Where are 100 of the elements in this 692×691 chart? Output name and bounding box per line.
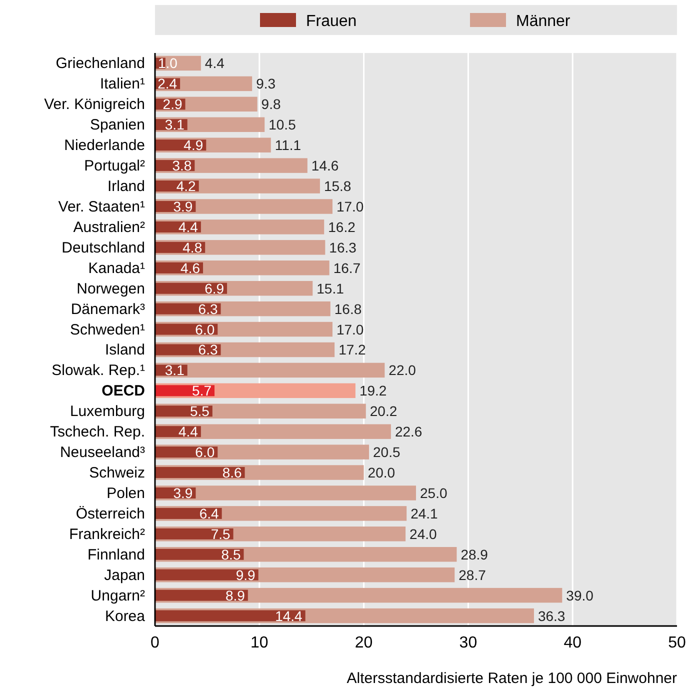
data-label: 4.2 bbox=[176, 178, 196, 194]
data-label: 6.9 bbox=[204, 280, 224, 296]
y-tick-label: Polen bbox=[106, 484, 145, 502]
y-tick-label: Schweden¹ bbox=[70, 321, 145, 338]
data-label: 28.9 bbox=[460, 546, 488, 562]
y-tick-label: Island bbox=[104, 342, 145, 359]
y-tick-label: Frankreich² bbox=[69, 526, 145, 543]
data-label: 4.4 bbox=[204, 55, 225, 72]
data-label: 3.9 bbox=[173, 484, 193, 501]
y-tick-label: Deutschland bbox=[62, 239, 145, 256]
data-label: 17.0 bbox=[336, 321, 364, 338]
y-tick-label: Portugal² bbox=[84, 158, 145, 175]
data-label: 4.4 bbox=[178, 424, 198, 440]
data-label: 9.9 bbox=[236, 566, 256, 583]
x-tick-label: 10 bbox=[250, 634, 268, 652]
data-label: 25.0 bbox=[420, 484, 448, 501]
data-label: 6.0 bbox=[195, 321, 215, 338]
data-label: 14.4 bbox=[275, 608, 303, 624]
data-label: 39.0 bbox=[566, 587, 594, 604]
data-label: 11.1 bbox=[274, 137, 302, 154]
data-label: 28.7 bbox=[458, 566, 486, 583]
data-label: 9.8 bbox=[261, 96, 281, 112]
data-label: 4.6 bbox=[180, 260, 200, 276]
data-label: 4.8 bbox=[182, 239, 202, 256]
data-label: 16.3 bbox=[329, 239, 357, 256]
data-label: 3.8 bbox=[172, 158, 192, 174]
y-tick-label: Griechenland bbox=[56, 55, 145, 72]
y-tick-label: Luxemburg bbox=[70, 403, 145, 420]
data-label: 17.2 bbox=[338, 342, 366, 358]
data-label: 4.9 bbox=[184, 137, 204, 154]
y-tick-label: Slowak. Rep.¹ bbox=[52, 362, 145, 380]
x-tick-label: 30 bbox=[459, 634, 478, 652]
y-tick-label: Spanien bbox=[90, 116, 145, 134]
y-tick-label: Australien² bbox=[73, 218, 145, 236]
data-label: 4.4 bbox=[178, 218, 198, 235]
y-tick-label: Niederlande bbox=[64, 137, 145, 154]
bar bbox=[155, 362, 385, 378]
data-label: 36.3 bbox=[538, 608, 566, 624]
data-label: 24.0 bbox=[410, 526, 438, 542]
data-label: 3.9 bbox=[173, 198, 193, 214]
y-tick-label: Kanada¹ bbox=[88, 260, 145, 277]
data-label: 22.6 bbox=[394, 424, 422, 440]
y-tick-label: Norwegen bbox=[76, 280, 145, 298]
bar bbox=[155, 590, 248, 601]
data-label: 8.6 bbox=[222, 464, 242, 481]
data-label: 22.0 bbox=[388, 362, 416, 378]
bar bbox=[155, 486, 416, 500]
y-tick-label: Finnland bbox=[87, 546, 145, 564]
bar bbox=[155, 324, 218, 335]
data-label: 5.5 bbox=[190, 403, 210, 420]
y-tick-label: OECD bbox=[102, 382, 146, 400]
data-label: 16.8 bbox=[334, 300, 362, 317]
bar bbox=[155, 610, 306, 622]
y-tick-label: Österreich bbox=[76, 505, 145, 522]
data-label: 15.8 bbox=[324, 178, 352, 194]
y-tick-label: Irland bbox=[107, 178, 145, 196]
data-label: 20.0 bbox=[368, 464, 396, 481]
data-label: 17.0 bbox=[336, 198, 364, 214]
data-label: 19.2 bbox=[359, 382, 387, 399]
data-label: 16.2 bbox=[328, 218, 356, 235]
data-label: 3.1 bbox=[164, 362, 185, 378]
bar bbox=[155, 466, 245, 478]
data-label: 6.3 bbox=[198, 300, 218, 317]
data-label: 20.2 bbox=[370, 403, 398, 420]
data-label: 9.3 bbox=[256, 76, 276, 92]
x-tick-label: 50 bbox=[668, 634, 686, 652]
data-label: 8.9 bbox=[225, 587, 246, 604]
y-tick-label: Neuseeland³ bbox=[60, 444, 145, 462]
y-tick-label: Tschech. Rep. bbox=[50, 424, 145, 441]
y-tick-label: Dänemark³ bbox=[70, 300, 146, 318]
bar bbox=[155, 344, 221, 356]
x-tick-label: 0 bbox=[150, 634, 160, 652]
data-label: 8.5 bbox=[221, 546, 241, 562]
data-label: 10.5 bbox=[268, 116, 296, 133]
data-label: 14.6 bbox=[311, 158, 339, 174]
data-label: 2.4 bbox=[158, 76, 178, 92]
data-label: 16.7 bbox=[333, 260, 361, 276]
bar bbox=[155, 528, 234, 540]
legend-label: Frauen bbox=[306, 13, 357, 30]
y-tick-label: Japan bbox=[104, 566, 145, 584]
y-tick-label: Ungarn² bbox=[90, 587, 145, 604]
x-tick-label: 20 bbox=[354, 634, 373, 652]
data-label: 7.5 bbox=[210, 526, 231, 542]
y-tick-label: Korea bbox=[104, 608, 146, 625]
data-label: 6.4 bbox=[199, 505, 220, 522]
x-axis-title: Altersstandardisierte Raten je 100 000 Einwohner bbox=[346, 670, 677, 687]
y-tick-label: Italien¹ bbox=[100, 76, 145, 93]
data-label: 15.1 bbox=[316, 280, 344, 296]
data-label: 3.1 bbox=[164, 116, 185, 133]
data-label: 6.3 bbox=[198, 342, 218, 358]
y-tick-label: Ver. Königreich bbox=[44, 96, 145, 114]
data-label: 6.0 bbox=[195, 444, 215, 460]
data-label: 24.1 bbox=[410, 505, 438, 522]
x-tick-label: 40 bbox=[564, 634, 582, 652]
y-tick-label: Schweiz bbox=[89, 464, 145, 482]
bar bbox=[155, 569, 258, 580]
data-label: 2.9 bbox=[162, 96, 182, 112]
legend-label: Männer bbox=[516, 13, 571, 30]
data-label: 5.7 bbox=[192, 382, 212, 399]
y-tick-label: Ver. Staaten¹ bbox=[58, 198, 145, 216]
